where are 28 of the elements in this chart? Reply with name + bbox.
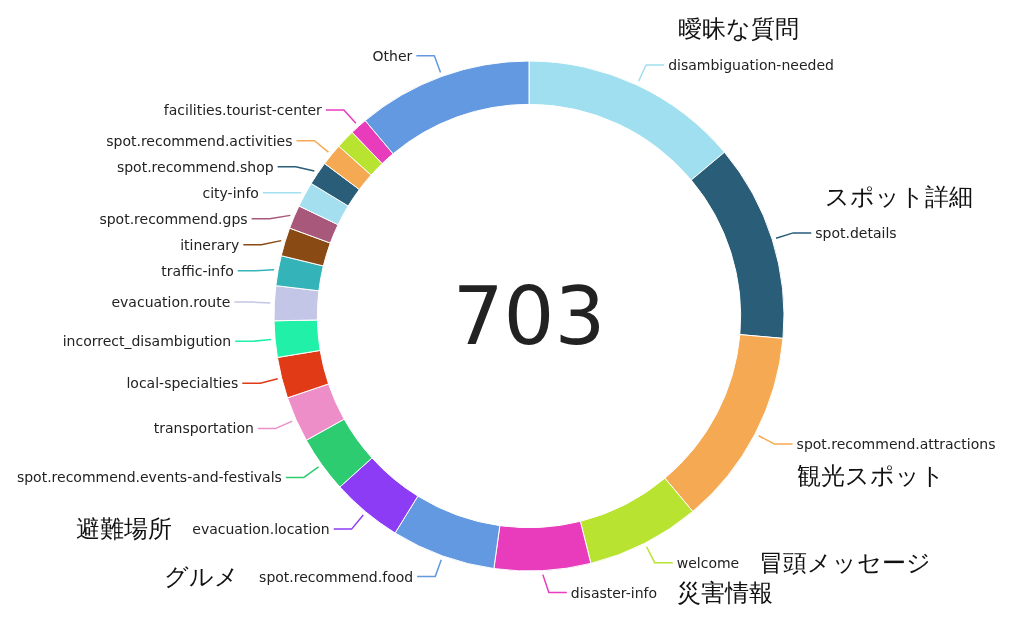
slice-label: disambiguation-needed xyxy=(668,56,834,73)
slice-label: evacuation.location xyxy=(192,520,330,537)
slice-label: spot.recommend.attractions xyxy=(796,436,996,453)
slice-label: welcome xyxy=(676,554,740,571)
text: スポット詳細 xyxy=(825,182,974,210)
slice-label: itinerary xyxy=(180,236,240,253)
slice-label: spot.recommend.gps xyxy=(99,210,248,227)
slice-label: spot.recommend.food xyxy=(259,568,414,585)
slice-label: spot.details xyxy=(815,224,897,241)
slice-label: transportation xyxy=(153,420,254,437)
slice-label: local-specialties xyxy=(126,375,239,392)
slice-label: evacuation.route xyxy=(111,294,231,311)
text: 703 xyxy=(452,270,606,363)
slice-label: spot.recommend.events-and-festivals xyxy=(16,469,282,486)
text: グルメ xyxy=(164,562,240,590)
text: 避難場所 xyxy=(76,514,173,542)
slice-label: facilities.tourist-center xyxy=(163,101,323,118)
text: 災害情報 xyxy=(677,578,774,606)
slice-label: traffic-info xyxy=(161,262,234,279)
slice-label: city-info xyxy=(202,184,259,201)
slice-label: incorrect_disambigution xyxy=(62,333,232,350)
slice-label: Other xyxy=(372,47,413,64)
text: 観光スポット xyxy=(796,462,945,490)
slice-label: spot.recommend.activities xyxy=(106,132,293,149)
text: 曖昧な質問 xyxy=(678,14,800,42)
text: 冒頭メッセージ xyxy=(759,548,932,576)
slice-label: disaster-info xyxy=(570,584,658,601)
slice-label: spot.recommend.shop xyxy=(116,158,274,175)
